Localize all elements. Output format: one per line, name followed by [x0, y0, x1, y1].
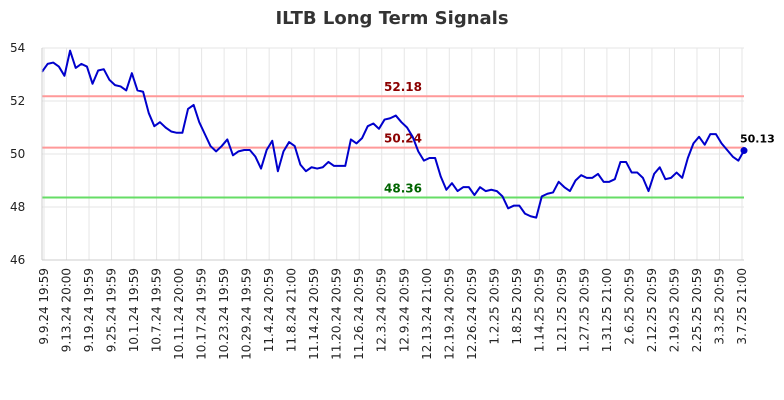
chart-title: ILTB Long Term Signals: [275, 8, 509, 29]
y-tick-label: 54: [10, 41, 25, 55]
x-tick-label: 9.13.24 20:00: [60, 268, 74, 352]
x-tick-label: 11.20.24 20:59: [330, 268, 344, 360]
price-series-line: [41, 49, 745, 219]
x-tick-label: 9.19.24 19:59: [82, 268, 96, 352]
x-tick-label: 12.13.24 21:00: [420, 268, 434, 360]
axes: 46 48 50 52 54 9.9.24 19:59 9.13.24 20:00 9.19.…: [10, 41, 749, 360]
x-tick-label: 11.26.24 20:59: [352, 268, 366, 360]
x-tick-label: 12.19.24 20:59: [442, 268, 456, 360]
grid: [42, 47, 744, 261]
x-tick-label: 12.26.24 20:59: [465, 268, 479, 360]
y-tick-label: 48: [10, 200, 25, 214]
x-tick-label: 11.4.24 20:59: [262, 268, 276, 352]
x-tick-label: 10.1.24 19:59: [127, 268, 141, 352]
x-tick-label: 12.3.24 20:59: [375, 268, 389, 352]
x-tick-label: 10.29.24 19:59: [240, 268, 254, 360]
x-tick-label: 9.9.24 19:59: [37, 268, 51, 345]
series-layer: 50.13: [41, 49, 775, 219]
x-tick-label: 2.12.25 20:59: [645, 268, 659, 352]
x-tick-label: 12.9.24 20:59: [397, 268, 411, 352]
x-tick-label: 10.17.24 19:59: [195, 268, 209, 360]
x-tick-label: 1.2.25 20:59: [487, 268, 501, 345]
x-tick-label: 2.19.25 20:59: [667, 268, 681, 352]
y-tick-label: 52: [10, 94, 25, 108]
x-tick-label: 10.11.24 20:00: [172, 268, 186, 360]
x-tick-label: 2.25.25 20:59: [690, 268, 704, 352]
x-tick-label: 1.14.25 20:59: [532, 268, 546, 352]
x-tick-label: 1.27.25 20:59: [577, 268, 591, 352]
y-tick-label: 50: [10, 147, 25, 161]
x-tick-label: 3.3.25 20:59: [712, 268, 726, 345]
x-tick-label: 1.21.25 20:59: [555, 268, 569, 352]
y-tick-label: 46: [10, 253, 25, 267]
x-tick-label: 1.31.25 21:00: [600, 268, 614, 352]
x-tick-label: 11.8.24 21:00: [285, 268, 299, 352]
x-tick-label: 10.7.24 19:59: [150, 268, 164, 352]
x-tick-label: 9.25.24 19:59: [105, 268, 119, 352]
x-tick-label: 11.14.24 20:59: [307, 268, 321, 360]
x-tick-label: 3.7.25 21:00: [735, 268, 749, 345]
x-tick-label: 2.6.25 20:59: [622, 268, 636, 345]
x-tick-label: 10.23.24 19:59: [217, 268, 231, 360]
reference-label-resistance: 52.18: [384, 80, 422, 94]
last-point-marker: [740, 147, 748, 155]
x-tick-label: 1.8.25 20:59: [510, 268, 524, 345]
reference-label-support: 48.36: [384, 181, 422, 195]
last-value-label: 50.13: [740, 133, 775, 146]
